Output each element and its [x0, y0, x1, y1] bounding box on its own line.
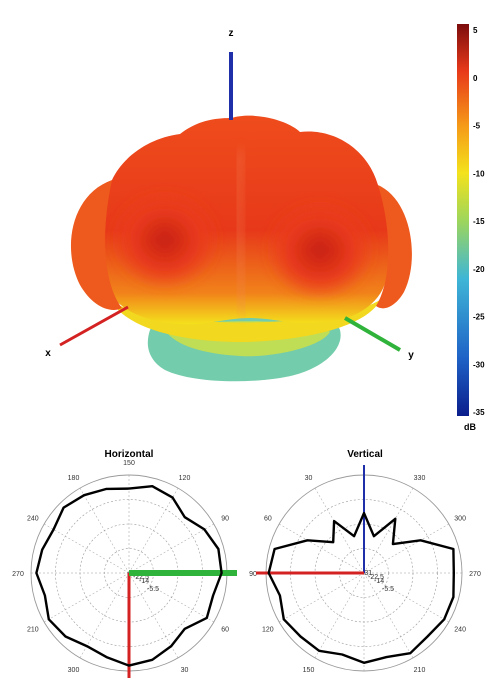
polar-angle-label: 240 [27, 516, 39, 523]
colorbar-tick-label: -20 [473, 265, 485, 274]
polar-angle-label: 270 [12, 571, 24, 578]
z-axis-label: z [229, 28, 234, 39]
surface-right-bulge [376, 185, 412, 309]
polar-radial-label: -22.5 [368, 574, 384, 581]
surface-right-lobe-shade [265, 200, 375, 300]
polar-spoke [279, 523, 365, 574]
polar-angle-label: 300 [68, 667, 80, 674]
polar-angle-label: 60 [264, 516, 272, 523]
polar-spoke [363, 488, 414, 574]
polar-angle-label: 300 [454, 516, 466, 523]
x-axis-label: x [45, 348, 51, 359]
polar-spoke [314, 572, 365, 658]
surface-center-crease [234, 149, 247, 316]
colorbar-tick-label: -35 [473, 408, 485, 417]
colorbar-tick-label: 5 [473, 26, 478, 35]
polar-spoke [363, 523, 449, 574]
polar-angle-label: 210 [414, 667, 426, 674]
polar-pattern-trace [35, 485, 223, 667]
colorbar-tick-labels: 5 0 -5 -10 -15 -20 -25 -30 -35 [473, 26, 485, 417]
polar-radial-label: -14 [139, 578, 149, 585]
polar-angle-label: 120 [179, 475, 191, 482]
surface-plot: z x y [45, 28, 414, 382]
surface-yellow-rim [110, 300, 380, 342]
polar-spoke [279, 572, 365, 623]
polar-spoke [363, 572, 449, 623]
polar-radial-label: -5.5 [147, 586, 159, 593]
polar-angle-label: 180 [68, 475, 80, 482]
vertical-polar-title: Vertical [347, 449, 383, 460]
polar-spoke [128, 572, 179, 658]
polar-angle-label: 30 [181, 667, 189, 674]
polar-spoke [314, 488, 365, 574]
polar-angle-label: 210 [27, 627, 39, 634]
surface-left-bulge [70, 180, 122, 310]
polar-spoke [44, 523, 130, 574]
polar-angle-label: 90 [221, 516, 229, 523]
polar-pattern-trace [267, 511, 455, 664]
colorbar-tick-label: -5 [473, 122, 481, 131]
polar-spoke [128, 572, 214, 623]
polar-spoke [79, 488, 130, 574]
polar-angle-label: 60 [221, 627, 229, 634]
colorbar: 5 0 -5 -10 -15 -20 -25 -30 -35 dB [457, 24, 485, 432]
polar-spoke [363, 572, 414, 658]
vertical-polar-plot: Vertical 30 330 300 270 240 210 150 120 90 60 -5.5… [249, 449, 481, 674]
polar-angle-label: 90 [249, 571, 257, 578]
polar-spoke [44, 572, 130, 623]
x-axis-line [59, 305, 129, 347]
colorbar-tick-label: -25 [473, 313, 485, 322]
colorbar-unit: dB [464, 422, 476, 432]
horizontal-polar-title: Horizontal [105, 449, 154, 460]
polar-angle-label: 150 [303, 667, 315, 674]
colorbar-tick-label: -30 [473, 360, 485, 369]
colorbar-tick-label: -15 [473, 217, 485, 226]
polar-angle-label: 270 [469, 571, 481, 578]
polar-radial-label: -31 [362, 570, 372, 577]
polar-spoke [128, 523, 214, 574]
polar-angle-label: 240 [454, 627, 466, 634]
polar-radial-label: -14 [374, 578, 384, 585]
colorbar-gradient [457, 24, 469, 416]
y-axis-label: y [408, 350, 414, 361]
y-axis-line [343, 316, 402, 352]
polar-angle-label: 30 [305, 475, 313, 482]
polar-spoke [128, 488, 179, 574]
polar-radial-label: -5.5 [382, 586, 394, 593]
polar-angle-label: 150 [123, 460, 135, 467]
surface-left-lobe-shade [110, 190, 220, 290]
polar-radial-label: -22.5 [133, 574, 149, 581]
colorbar-tick-label: 0 [473, 74, 478, 83]
polar-spoke [79, 572, 130, 658]
polar-angle-label: 330 [414, 475, 426, 482]
polar-angle-label: 120 [262, 627, 274, 634]
colorbar-tick-label: -10 [473, 169, 485, 178]
horizontal-polar-plot: Horizontal 15018012090603033030027024021… [12, 449, 237, 678]
